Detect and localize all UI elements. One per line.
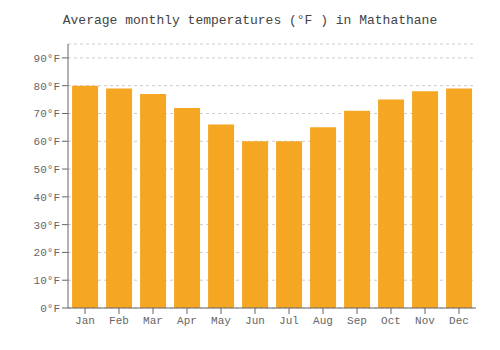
svg-text:Jun: Jun — [245, 315, 265, 327]
svg-text:Feb: Feb — [109, 315, 129, 327]
svg-text:80°F: 80°F — [34, 81, 60, 93]
svg-text:Mar: Mar — [143, 315, 163, 327]
svg-text:50°F: 50°F — [34, 164, 60, 176]
svg-text:Oct: Oct — [381, 315, 401, 327]
svg-text:Nov: Nov — [415, 315, 435, 327]
svg-text:60°F: 60°F — [34, 136, 60, 148]
html-text:Average monthly temperatures (: Average monthly temperatures (°F ) in Ma… — [62, 13, 438, 28]
svg-text:90°F: 90°F — [34, 53, 60, 65]
svg-text:40°F: 40°F — [34, 192, 60, 204]
svg-text:Dec: Dec — [449, 315, 469, 327]
svg-text:Aug: Aug — [313, 315, 333, 327]
svg-text:Apr: Apr — [177, 315, 197, 327]
svg-text:Jan: Jan — [75, 315, 95, 327]
svg-text:Jul: Jul — [279, 315, 299, 327]
svg-text:0°F: 0°F — [40, 303, 60, 315]
svg-text:May: May — [211, 315, 231, 327]
svg-text:20°F: 20°F — [34, 247, 60, 259]
svg-text:30°F: 30°F — [34, 220, 60, 232]
svg-text:Sep: Sep — [347, 315, 367, 327]
svg-text:10°F: 10°F — [34, 275, 60, 287]
svg-text:70°F: 70°F — [34, 108, 60, 120]
